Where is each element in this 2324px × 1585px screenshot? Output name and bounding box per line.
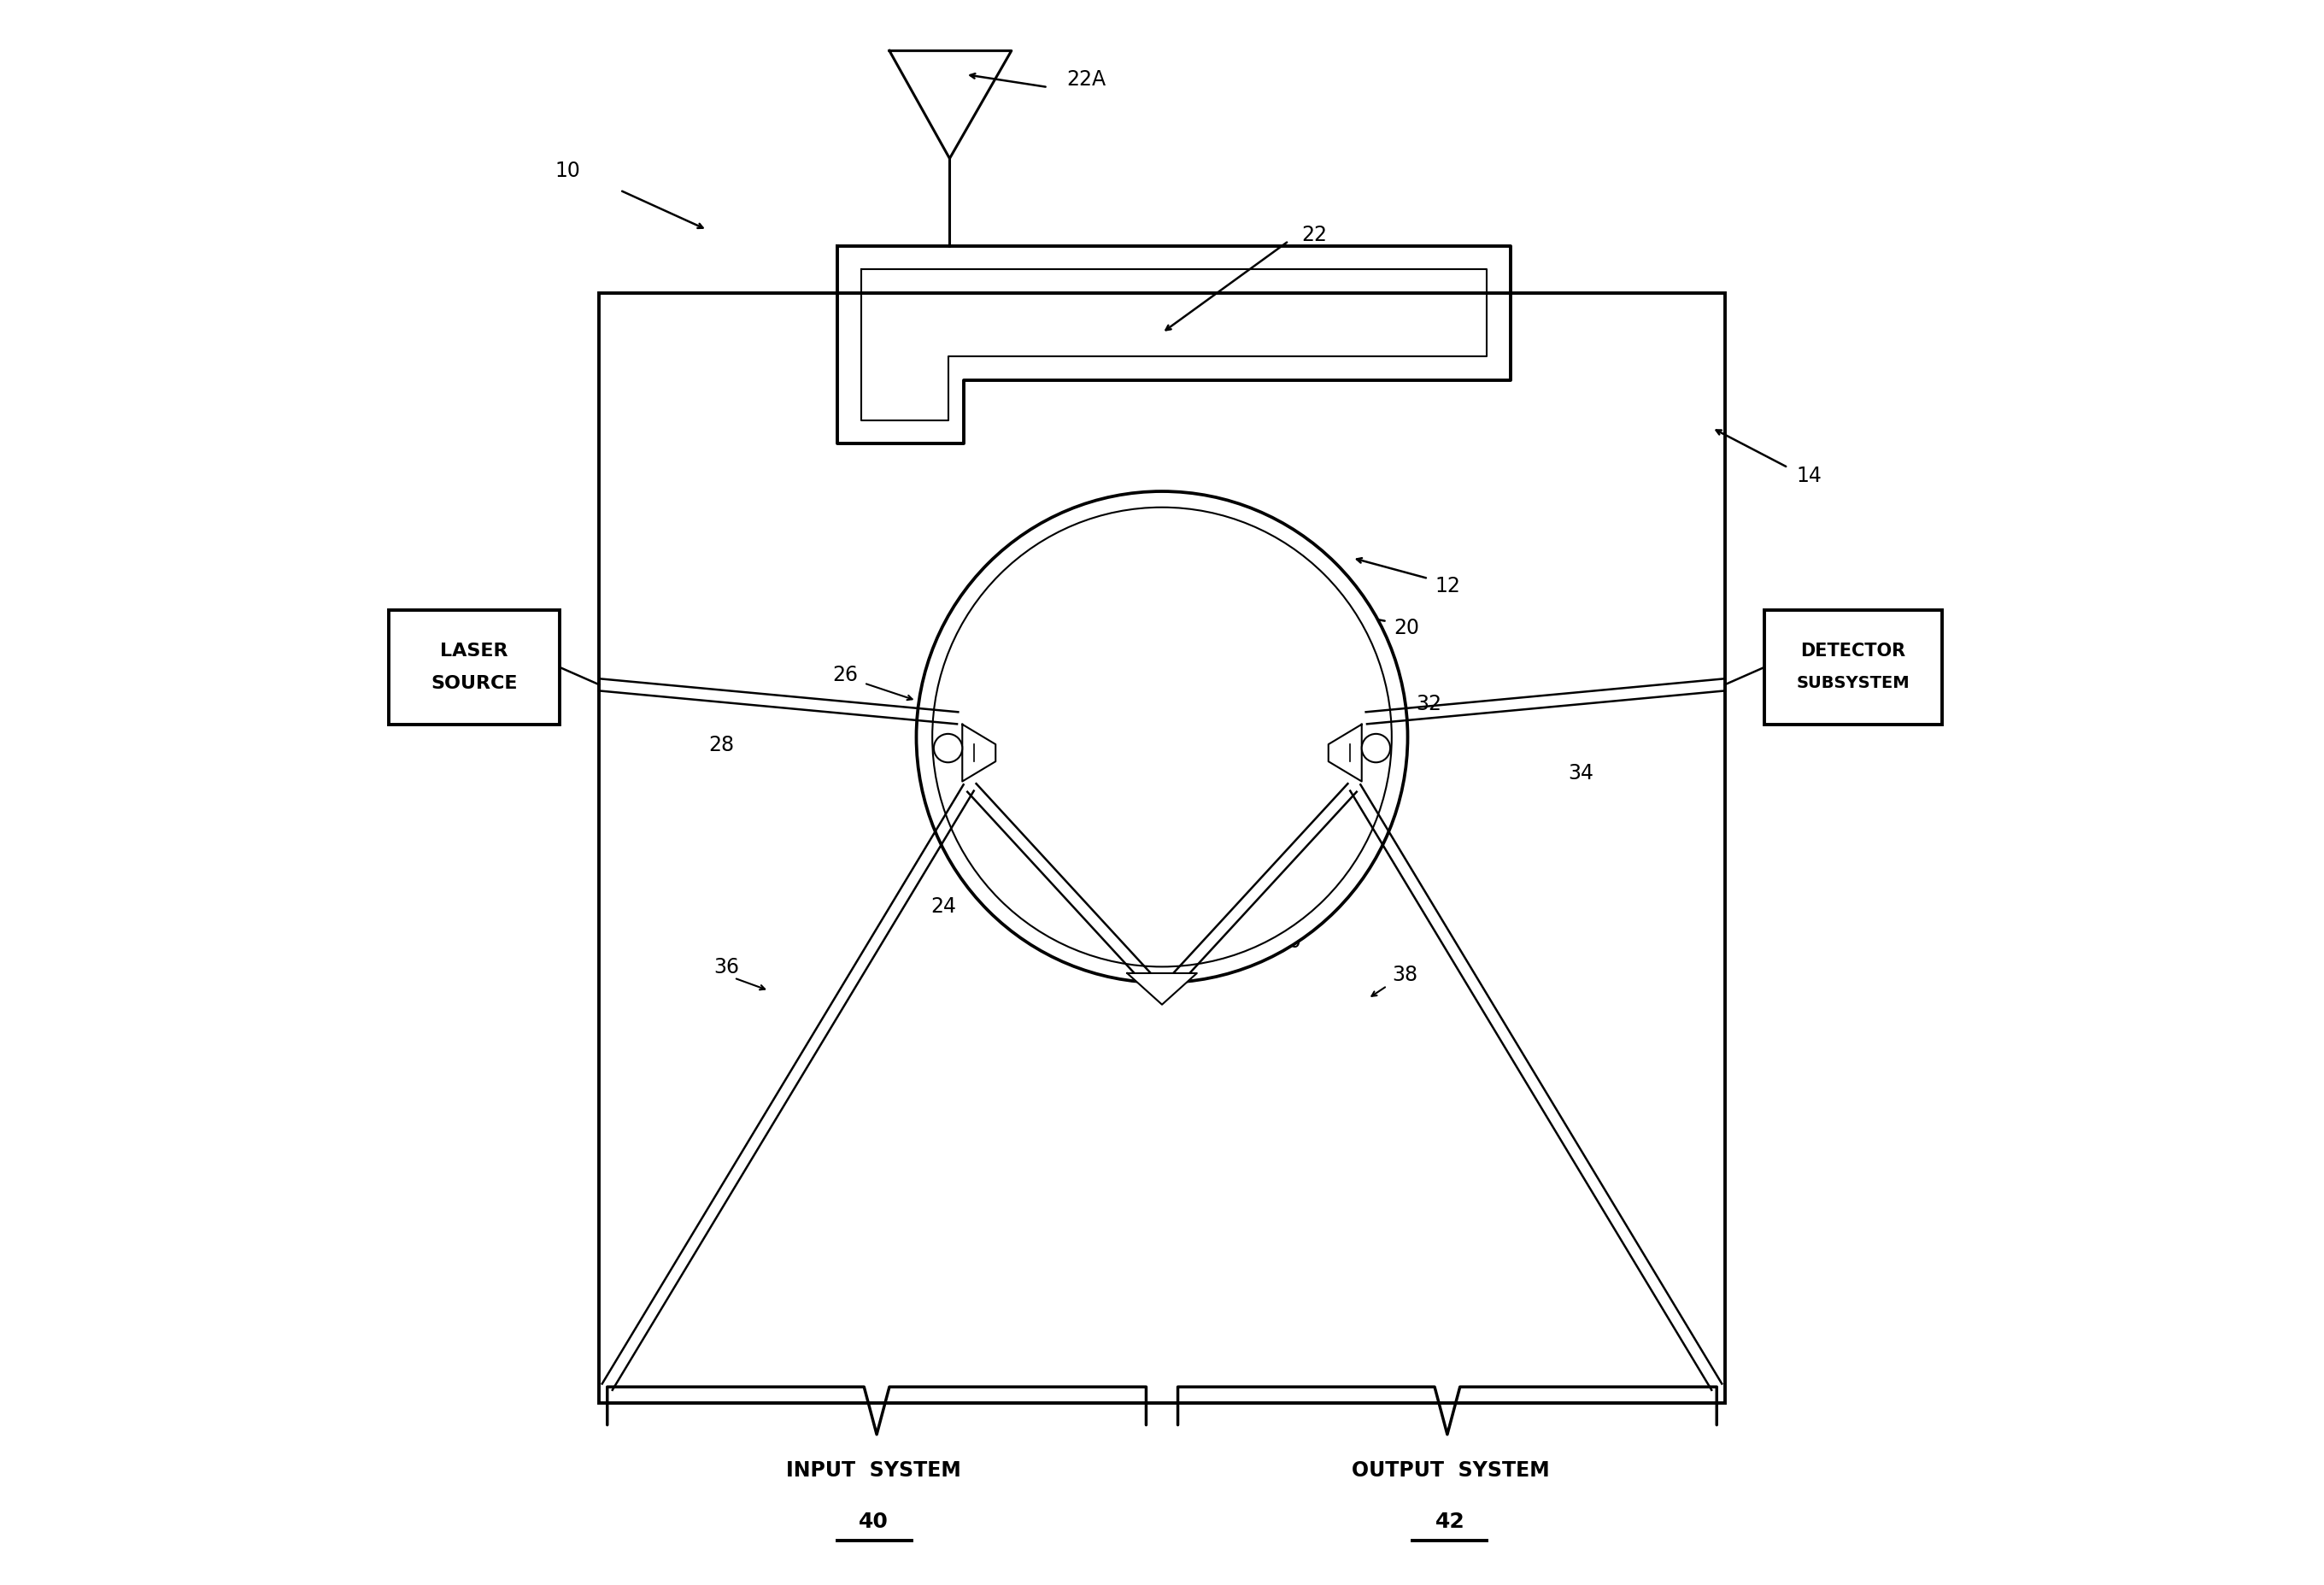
Text: INPUT  SYSTEM: INPUT SYSTEM xyxy=(786,1461,962,1480)
Text: 24: 24 xyxy=(930,897,955,916)
Text: 36: 36 xyxy=(713,957,739,976)
Circle shape xyxy=(932,507,1392,967)
Text: 10: 10 xyxy=(555,162,581,181)
Text: 48: 48 xyxy=(1178,934,1204,953)
Bar xyxy=(600,293,1724,1403)
Bar xyxy=(388,610,560,724)
Polygon shape xyxy=(962,724,995,781)
Text: 28: 28 xyxy=(709,735,734,754)
Circle shape xyxy=(916,491,1408,983)
Text: 26: 26 xyxy=(832,666,858,685)
Text: 40: 40 xyxy=(858,1512,888,1531)
Text: 20: 20 xyxy=(1394,618,1420,637)
Text: 22A: 22A xyxy=(1067,70,1106,89)
Text: SOURCE: SOURCE xyxy=(430,675,518,691)
Text: 30: 30 xyxy=(1276,932,1301,951)
Text: 34: 34 xyxy=(1569,764,1594,783)
Text: LASER: LASER xyxy=(439,644,509,659)
Text: OUTPUT  SYSTEM: OUTPUT SYSTEM xyxy=(1353,1461,1550,1480)
Bar xyxy=(1764,610,1943,724)
Text: 38: 38 xyxy=(1392,965,1418,984)
Text: 18: 18 xyxy=(1827,634,1852,653)
Text: 14: 14 xyxy=(1796,466,1822,485)
Text: DETECTOR: DETECTOR xyxy=(1801,644,1906,659)
Text: 32: 32 xyxy=(1415,694,1441,713)
Text: SUBSYSTEM: SUBSYSTEM xyxy=(1796,675,1910,691)
Text: 12: 12 xyxy=(1434,577,1459,596)
Polygon shape xyxy=(1127,973,1197,1005)
Polygon shape xyxy=(1329,724,1362,781)
Text: 42: 42 xyxy=(1436,1512,1466,1531)
Text: 22: 22 xyxy=(1301,225,1327,244)
Text: 16: 16 xyxy=(472,634,497,653)
Circle shape xyxy=(1362,734,1390,762)
Circle shape xyxy=(934,734,962,762)
Text: 46: 46 xyxy=(920,669,946,688)
